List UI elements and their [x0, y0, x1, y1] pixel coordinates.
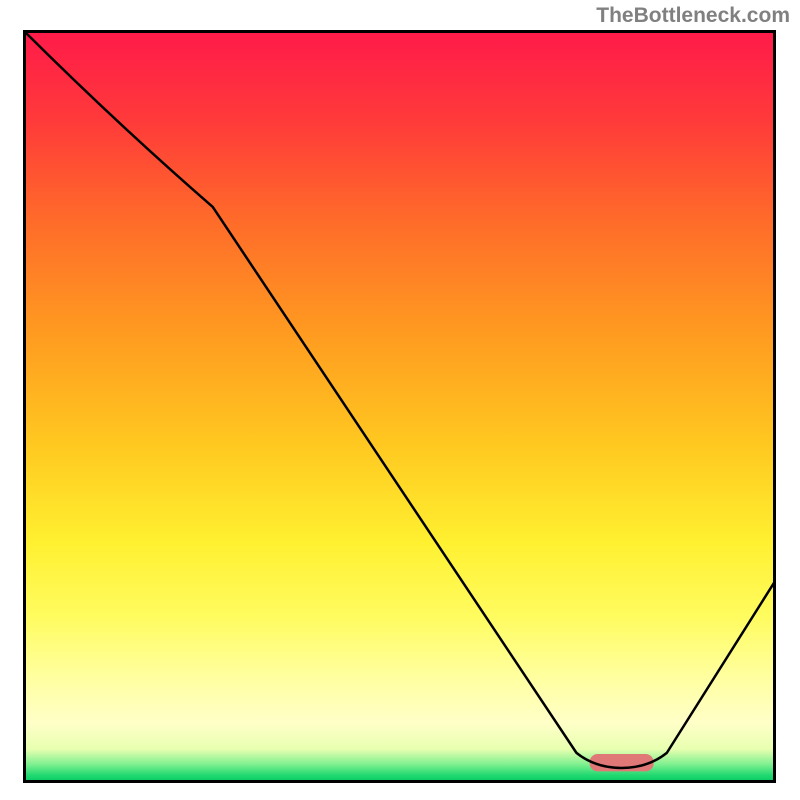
plot-svg	[23, 30, 776, 783]
chart-container: TheBottleneck.com	[0, 0, 800, 800]
watermark-text: TheBottleneck.com	[596, 4, 790, 28]
plot-background	[23, 30, 776, 783]
bottleneck-plot	[23, 30, 776, 783]
